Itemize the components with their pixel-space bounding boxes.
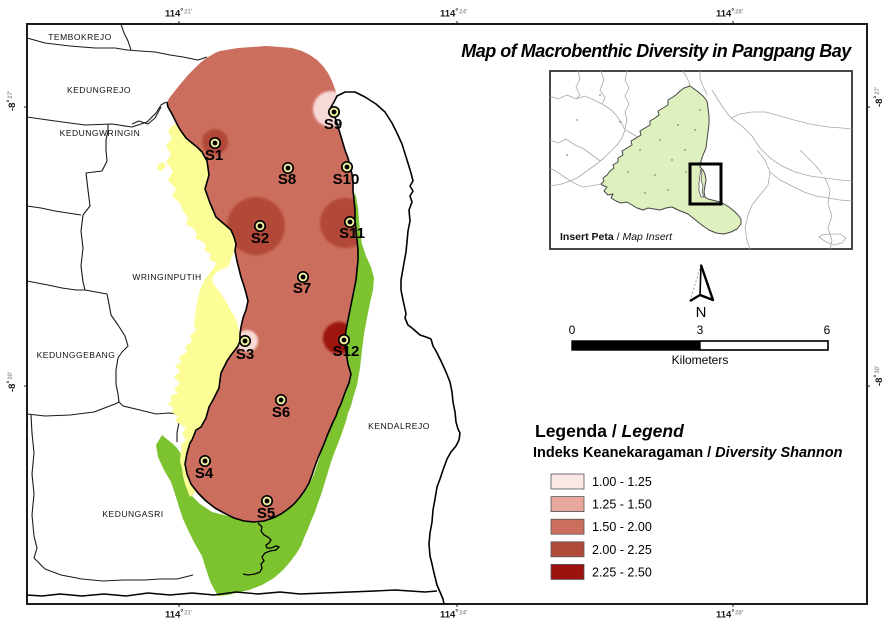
svg-text:Kilometers: Kilometers [672,353,729,367]
svg-text:1.25 - 1.50: 1.25 - 1.50 [592,498,652,512]
svg-text:2.25 - 2.50: 2.25 - 2.50 [592,565,652,579]
svg-text:3: 3 [697,323,704,337]
svg-text:S4: S4 [195,465,214,482]
svg-text:S10: S10 [333,171,360,188]
svg-text:S11: S11 [339,225,365,242]
svg-text:S8: S8 [278,171,296,188]
svg-text:S9: S9 [324,116,342,133]
svg-text:S5: S5 [257,505,275,522]
svg-text:TEMBOKREJO: TEMBOKREJO [48,32,112,42]
svg-text:S3: S3 [236,346,254,363]
svg-text:Map of Macrobenthic Diversity: Map of Macrobenthic Diversity in Pangpan… [461,41,852,61]
svg-text:KEDUNGREJO: KEDUNGREJO [67,85,131,95]
svg-text:Legenda / Legend: Legenda / Legend [535,421,684,441]
svg-text:KENDALREJO: KENDALREJO [368,421,430,431]
svg-text:2.00 - 2.25: 2.00 - 2.25 [592,543,652,557]
svg-text:S7: S7 [293,280,311,297]
svg-text:S6: S6 [272,404,290,421]
svg-text:6: 6 [824,323,831,337]
svg-text:S1: S1 [205,147,223,164]
svg-text:Insert Peta / Map Insert: Insert Peta / Map Insert [560,231,673,243]
svg-text:KEDUNGWRINGIN: KEDUNGWRINGIN [60,128,141,138]
svg-text:S2: S2 [251,230,269,247]
svg-text:0: 0 [569,323,576,337]
svg-text:1.00 - 1.25: 1.00 - 1.25 [592,475,652,489]
svg-text:N: N [696,304,707,321]
svg-text:S12: S12 [333,343,360,360]
svg-text:KEDUNGGEBANG: KEDUNGGEBANG [37,350,116,360]
svg-text:Indeks Keanekaragaman / Divers: Indeks Keanekaragaman / Diversity Shanno… [533,445,843,461]
svg-text:1.50 - 2.00: 1.50 - 2.00 [592,520,652,534]
svg-text:KEDUNGASRI: KEDUNGASRI [102,509,163,519]
svg-text:WRINGINPUTIH: WRINGINPUTIH [132,272,201,282]
